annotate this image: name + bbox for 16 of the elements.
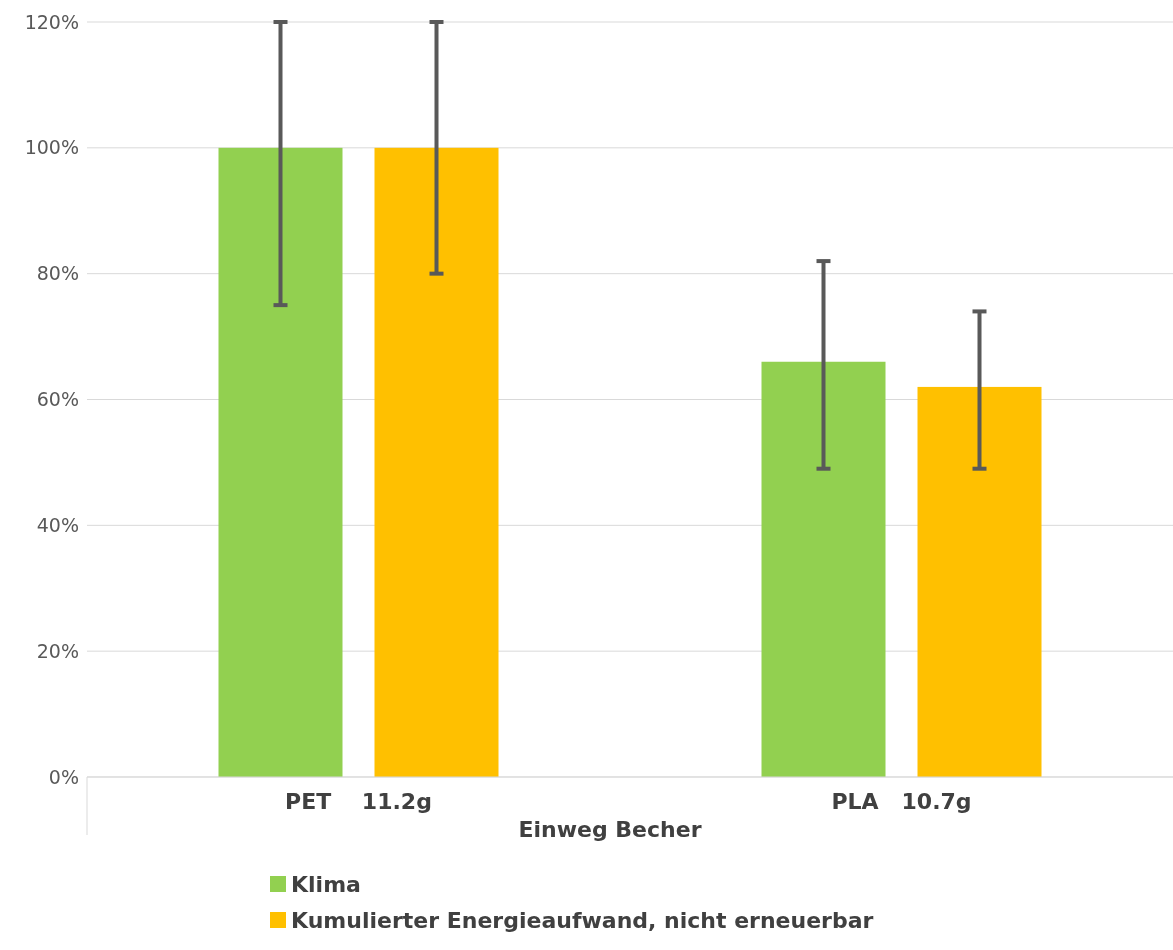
y-tick-label: 20%	[36, 639, 79, 662]
legend-label: Kumulierter Energieaufwand, nicht erneuerbar	[291, 908, 874, 933]
y-tick-label: 120%	[24, 10, 79, 33]
y-tick-label: 80%	[36, 262, 79, 285]
legend-label: Klima	[291, 872, 361, 897]
bar	[917, 386, 1042, 777]
x-tick-label: PET 11.2g	[285, 789, 432, 814]
y-tick-label: 100%	[24, 136, 79, 159]
x-axis-title: Einweg Becher	[518, 817, 702, 842]
bar	[374, 147, 499, 777]
bar	[218, 147, 343, 777]
x-tick-label: PLA 10.7g	[831, 789, 972, 814]
y-tick-label: 40%	[36, 513, 79, 536]
bar	[761, 361, 886, 777]
y-tick-label: 0%	[48, 765, 79, 788]
y-tick-label: 60%	[36, 388, 79, 411]
